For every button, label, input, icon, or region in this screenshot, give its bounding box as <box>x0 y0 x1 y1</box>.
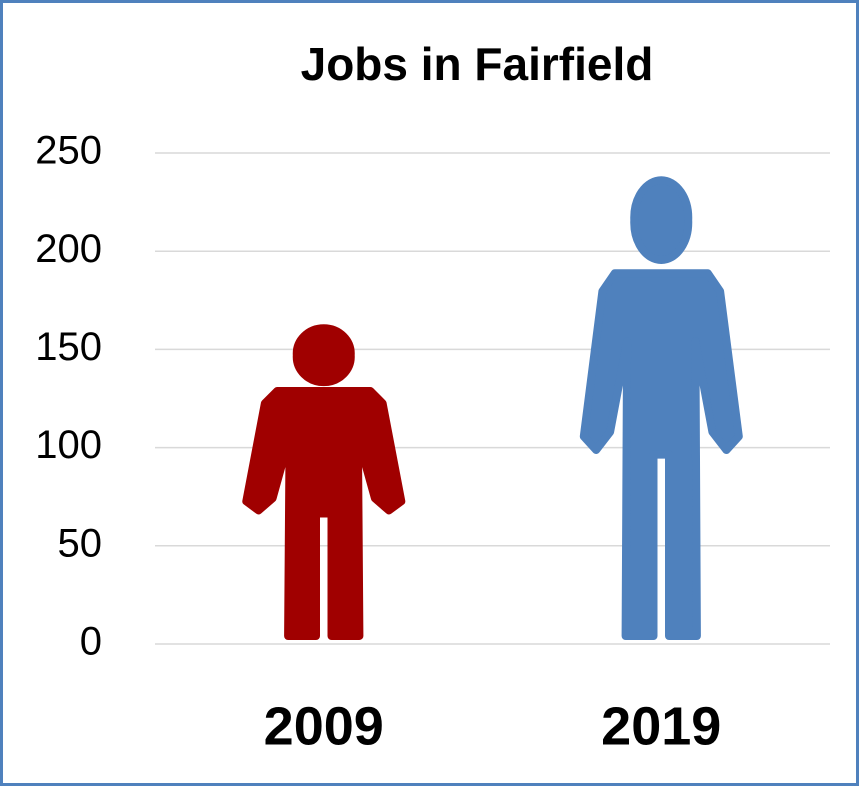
y-tick-label: 100 <box>35 423 102 467</box>
person-icon <box>242 324 406 640</box>
y-tick-label: 250 <box>35 129 102 173</box>
x-tick-label: 2009 <box>264 696 384 756</box>
y-tick-label: 150 <box>35 325 102 369</box>
chart-title: Jobs in Fairfield <box>301 38 654 90</box>
person-icon <box>579 176 743 640</box>
y-tick-label: 0 <box>80 620 102 664</box>
y-tick-label: 50 <box>58 521 103 565</box>
x-tick-label: 2019 <box>601 696 721 756</box>
y-tick-label: 200 <box>35 227 102 271</box>
